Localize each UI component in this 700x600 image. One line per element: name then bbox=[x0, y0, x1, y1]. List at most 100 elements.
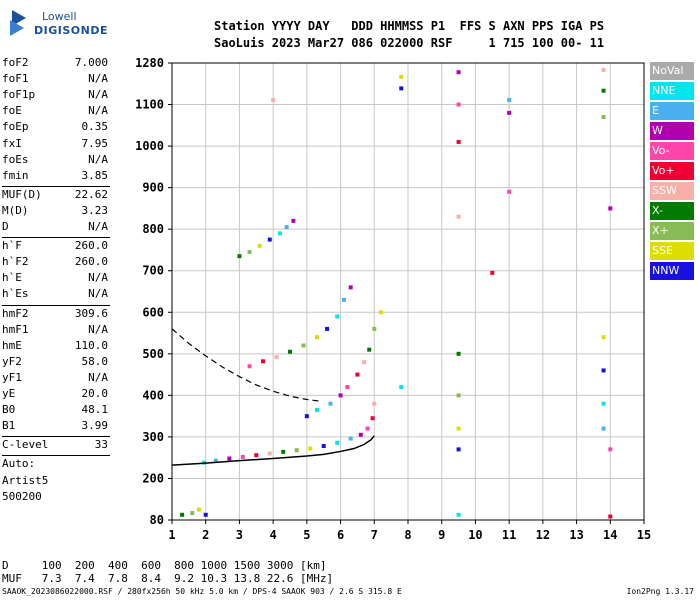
param-separator bbox=[2, 237, 110, 239]
x-tick-label: 12 bbox=[536, 528, 550, 542]
param-key: D bbox=[2, 220, 9, 233]
y-tick-label: 700 bbox=[142, 264, 164, 278]
data-point bbox=[379, 310, 384, 315]
data-point bbox=[456, 393, 461, 398]
param-row: fmin 3.85 bbox=[2, 169, 108, 185]
param-value: 33 bbox=[94, 438, 108, 452]
param-value: 7.95 bbox=[81, 136, 109, 150]
param-key: foF1p bbox=[2, 88, 36, 102]
version-label: Ion2Png 1.3.17 bbox=[626, 587, 694, 596]
data-point bbox=[261, 359, 266, 364]
param-value: N/A bbox=[88, 104, 108, 118]
y-tick-label: 600 bbox=[142, 305, 164, 319]
muf-table: D 100 200 400 600 800 1000 1500 3000 [km… bbox=[2, 559, 333, 585]
param-row: foEp 0.35 bbox=[2, 120, 108, 136]
data-point bbox=[456, 447, 461, 452]
legend-item: X- bbox=[650, 202, 694, 220]
data-point bbox=[399, 74, 404, 79]
param-key: foEp bbox=[2, 120, 29, 134]
data-point bbox=[237, 254, 242, 259]
logo-mark-icon bbox=[10, 10, 26, 36]
data-point bbox=[180, 512, 185, 517]
param-key: h`E bbox=[2, 271, 22, 285]
data-point bbox=[338, 393, 343, 398]
data-point bbox=[254, 453, 259, 458]
data-point bbox=[304, 414, 309, 419]
data-point bbox=[348, 285, 353, 290]
x-tick-label: 5 bbox=[303, 528, 310, 542]
data-point bbox=[601, 115, 606, 120]
param-row: M(D) 3.23 bbox=[2, 204, 108, 220]
param-key: foEs bbox=[2, 152, 29, 166]
data-point bbox=[267, 237, 272, 242]
param-row: h`Es N/A bbox=[2, 287, 108, 303]
param-row: C-level 33 bbox=[2, 438, 108, 454]
data-point bbox=[247, 364, 252, 369]
data-point bbox=[227, 456, 232, 461]
x-tick-label: 11 bbox=[502, 528, 516, 542]
param-key: foF2 bbox=[2, 56, 29, 69]
param-value: N/A bbox=[88, 88, 108, 102]
legend-item: SSW bbox=[650, 182, 694, 200]
data-point bbox=[321, 444, 326, 449]
legend-item: NNW bbox=[650, 262, 694, 280]
param-value: N/A bbox=[88, 287, 108, 301]
y-tick-label: 900 bbox=[142, 181, 164, 195]
data-point bbox=[370, 416, 375, 421]
data-point bbox=[355, 372, 360, 377]
header-line1: Station YYYY DAY DDD HHMMSS P1 FFS S AXN… bbox=[214, 19, 605, 33]
y-tick-label: 400 bbox=[142, 388, 164, 402]
data-point bbox=[490, 270, 495, 275]
data-point bbox=[325, 326, 330, 331]
param-key: foF1 bbox=[2, 72, 29, 86]
x-tick-label: 7 bbox=[371, 528, 378, 542]
param-value: 20.0 bbox=[81, 387, 109, 400]
data-point bbox=[294, 448, 299, 453]
data-point bbox=[203, 512, 208, 517]
param-key: hmF1 bbox=[2, 322, 29, 336]
header-line2: SaoLuis 2023 Mar27 086 022000 RSF 1 715 … bbox=[214, 36, 605, 50]
data-point bbox=[456, 512, 461, 517]
data-point bbox=[196, 507, 201, 512]
data-point bbox=[456, 139, 461, 144]
param-value: 260.0 bbox=[74, 239, 108, 253]
data-point bbox=[367, 347, 372, 352]
x-tick-label: 13 bbox=[569, 528, 583, 542]
data-point bbox=[456, 102, 461, 107]
y-tick-label: 800 bbox=[142, 222, 164, 236]
data-point bbox=[456, 70, 461, 75]
data-point bbox=[507, 189, 512, 194]
data-point bbox=[372, 401, 377, 406]
param-value: 22.62 bbox=[74, 187, 108, 201]
data-point bbox=[601, 426, 606, 431]
data-point bbox=[328, 401, 333, 406]
data-point bbox=[314, 407, 319, 412]
legend-item: E bbox=[650, 102, 694, 120]
data-point bbox=[308, 446, 313, 451]
x-tick-label: 9 bbox=[438, 528, 445, 542]
param-value: N/A bbox=[88, 271, 108, 285]
param-separator bbox=[2, 185, 110, 187]
data-point bbox=[190, 511, 195, 516]
x-tick-label: 3 bbox=[236, 528, 243, 542]
station-header: Station YYYY DAY DDD HHMMSS P1 FFS S AXN… bbox=[214, 18, 604, 52]
param-value: N/A bbox=[88, 322, 108, 336]
y-tick-label: 200 bbox=[142, 471, 164, 485]
logo-line1: Lowell bbox=[42, 10, 77, 23]
y-tick-label: 1000 bbox=[135, 139, 164, 153]
y-tick-label: 500 bbox=[142, 347, 164, 361]
data-point bbox=[399, 86, 404, 91]
param-key: h`F bbox=[2, 239, 22, 253]
legend-item: X+ bbox=[650, 222, 694, 240]
data-point bbox=[601, 368, 606, 373]
param-row: foF2 7.000 bbox=[2, 56, 108, 72]
param-row: h`F 260.0 bbox=[2, 239, 108, 255]
param-row: foF1 N/A bbox=[2, 72, 108, 88]
data-point bbox=[284, 225, 289, 230]
param-row: yE 20.0 bbox=[2, 387, 108, 403]
x-tick-label: 15 bbox=[637, 528, 651, 542]
legend-item: SSE bbox=[650, 242, 694, 260]
data-point bbox=[399, 385, 404, 390]
data-point bbox=[601, 67, 606, 72]
